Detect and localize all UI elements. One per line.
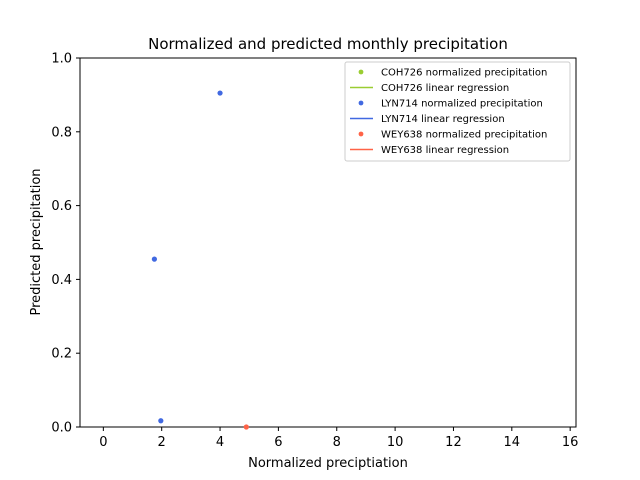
y-tick-label: 0.6	[51, 199, 72, 214]
x-tick-label: 10	[387, 435, 404, 450]
chart-title: Normalized and predicted monthly precipi…	[148, 35, 508, 53]
legend-marker	[358, 69, 364, 75]
x-tick-label: 2	[158, 435, 166, 450]
legend-entry-label: WEY638 linear regression	[381, 145, 509, 156]
legend-entry-label: COH726 normalized precipitation	[381, 68, 547, 79]
x-tick-label: 14	[504, 435, 521, 450]
data-point-series-2	[217, 90, 223, 96]
x-axis-ticks: 0 2 4 6 8 10 12 14 16	[99, 427, 578, 450]
y-axis-label: Predicted precipitation	[29, 168, 44, 315]
data-point-series-2	[151, 256, 157, 262]
legend-entry-label: COH726 linear regression	[381, 83, 509, 94]
legend-marker	[358, 131, 364, 137]
y-axis-ticks: 0.0 0.2 0.4 0.6 0.8 1.0	[51, 52, 80, 436]
y-tick-label: 1.0	[51, 52, 72, 67]
y-tick-label: 0.8	[51, 125, 72, 140]
data-point-series-2	[158, 418, 164, 424]
data-point-series-4	[243, 424, 249, 430]
y-tick-label: 0.4	[51, 273, 72, 288]
x-tick-label: 16	[562, 435, 579, 450]
x-tick-label: 8	[333, 435, 341, 450]
legend-entry-label: LYN714 linear regression	[381, 114, 505, 125]
x-axis-label: Normalized preciptiation	[248, 456, 408, 471]
legend-frame	[344, 61, 571, 162]
x-tick-label: 4	[216, 435, 224, 450]
x-tick-label: 6	[274, 435, 282, 450]
x-tick-label: 12	[445, 435, 462, 450]
legend-entry-label: WEY638 normalized precipitation	[381, 130, 547, 141]
legend: COH726 normalized precipitation COH726 li…	[344, 61, 571, 162]
x-tick-label: 0	[99, 435, 107, 450]
y-tick-label: 0.2	[51, 347, 72, 362]
legend-marker	[358, 100, 364, 106]
y-tick-label: 0.0	[51, 421, 72, 436]
legend-entry-label: LYN714 normalized precipitation	[381, 99, 543, 110]
data-points	[151, 90, 249, 430]
